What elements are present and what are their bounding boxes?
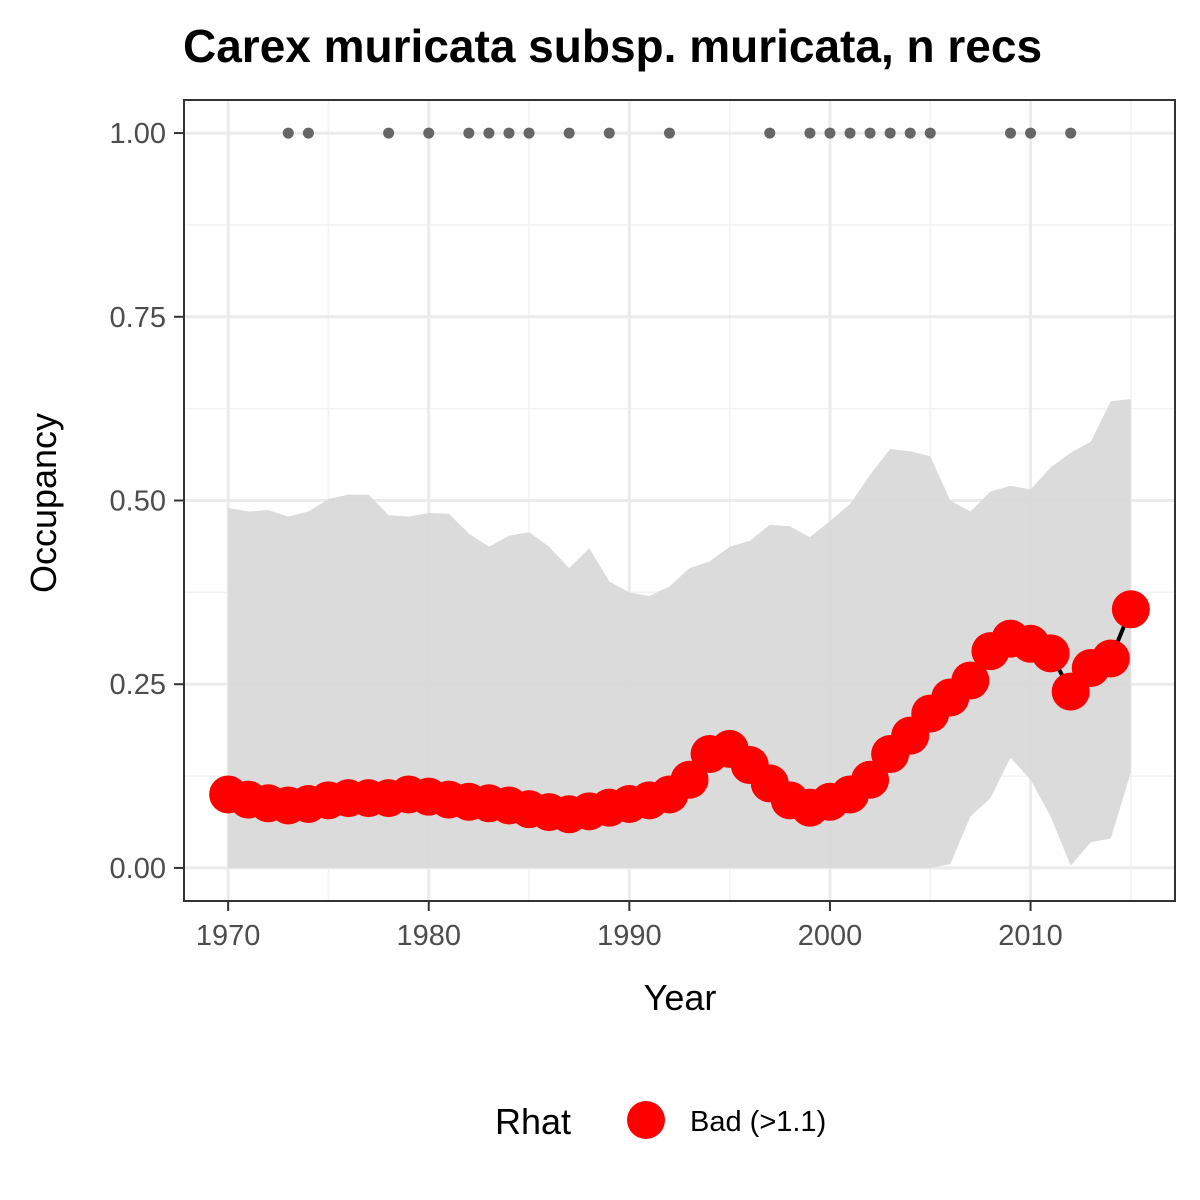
record-point xyxy=(503,127,515,139)
record-point xyxy=(1025,127,1037,139)
axis-tick-labels: 1970 1980 1990 2000 2010 0.00 0.25 0.50 0.75 1.00 xyxy=(110,118,1063,952)
record-point xyxy=(563,127,575,139)
x-tick-label: 1990 xyxy=(597,920,662,952)
record-point xyxy=(483,127,495,139)
record-point xyxy=(904,127,916,139)
record-point xyxy=(302,127,314,139)
legend-title: Rhat xyxy=(495,1101,571,1142)
record-point xyxy=(463,127,475,139)
y-tick-label: 0.75 xyxy=(110,302,166,334)
occupancy-point xyxy=(670,760,709,799)
x-tick-label: 2000 xyxy=(798,920,863,952)
y-tick-label: 0.50 xyxy=(110,486,166,518)
occupancy-point xyxy=(1111,590,1150,629)
record-point xyxy=(663,127,675,139)
record-points xyxy=(282,127,1077,139)
y-tick-label: 0.25 xyxy=(110,669,166,701)
record-point xyxy=(383,127,395,139)
record-point xyxy=(523,127,535,139)
record-point xyxy=(924,127,936,139)
record-point xyxy=(824,127,836,139)
record-point xyxy=(1065,127,1077,139)
occupancy-points xyxy=(209,590,1150,834)
occupancy-point xyxy=(951,661,990,700)
y-tick-label: 0.00 xyxy=(110,853,166,885)
record-point xyxy=(423,127,435,139)
legend: Rhat Bad (>1.1) xyxy=(495,1101,826,1142)
record-point xyxy=(844,127,856,139)
record-point xyxy=(1005,127,1017,139)
y-tick-label: 1.00 xyxy=(110,118,166,150)
record-point xyxy=(764,127,776,139)
x-tick-label: 1980 xyxy=(396,920,461,952)
x-tick-label: 1970 xyxy=(196,920,261,952)
occupancy-point xyxy=(1031,634,1070,673)
chart-title: Carex muricata subsp. muricata, n recs xyxy=(183,20,1042,72)
record-point xyxy=(884,127,896,139)
record-point xyxy=(804,127,816,139)
x-tick-label: 2010 xyxy=(998,920,1063,952)
x-axis-title: Year xyxy=(644,977,717,1018)
axis-ticks xyxy=(174,132,1032,911)
legend-key-bad xyxy=(627,1101,665,1139)
occupancy-point xyxy=(1091,639,1130,678)
occupancy-point xyxy=(851,760,890,799)
record-point xyxy=(603,127,615,139)
legend-label-bad: Bad (>1.1) xyxy=(690,1106,826,1138)
y-axis-title: Occupancy xyxy=(23,413,64,593)
record-point xyxy=(864,127,876,139)
record-point xyxy=(282,127,294,139)
